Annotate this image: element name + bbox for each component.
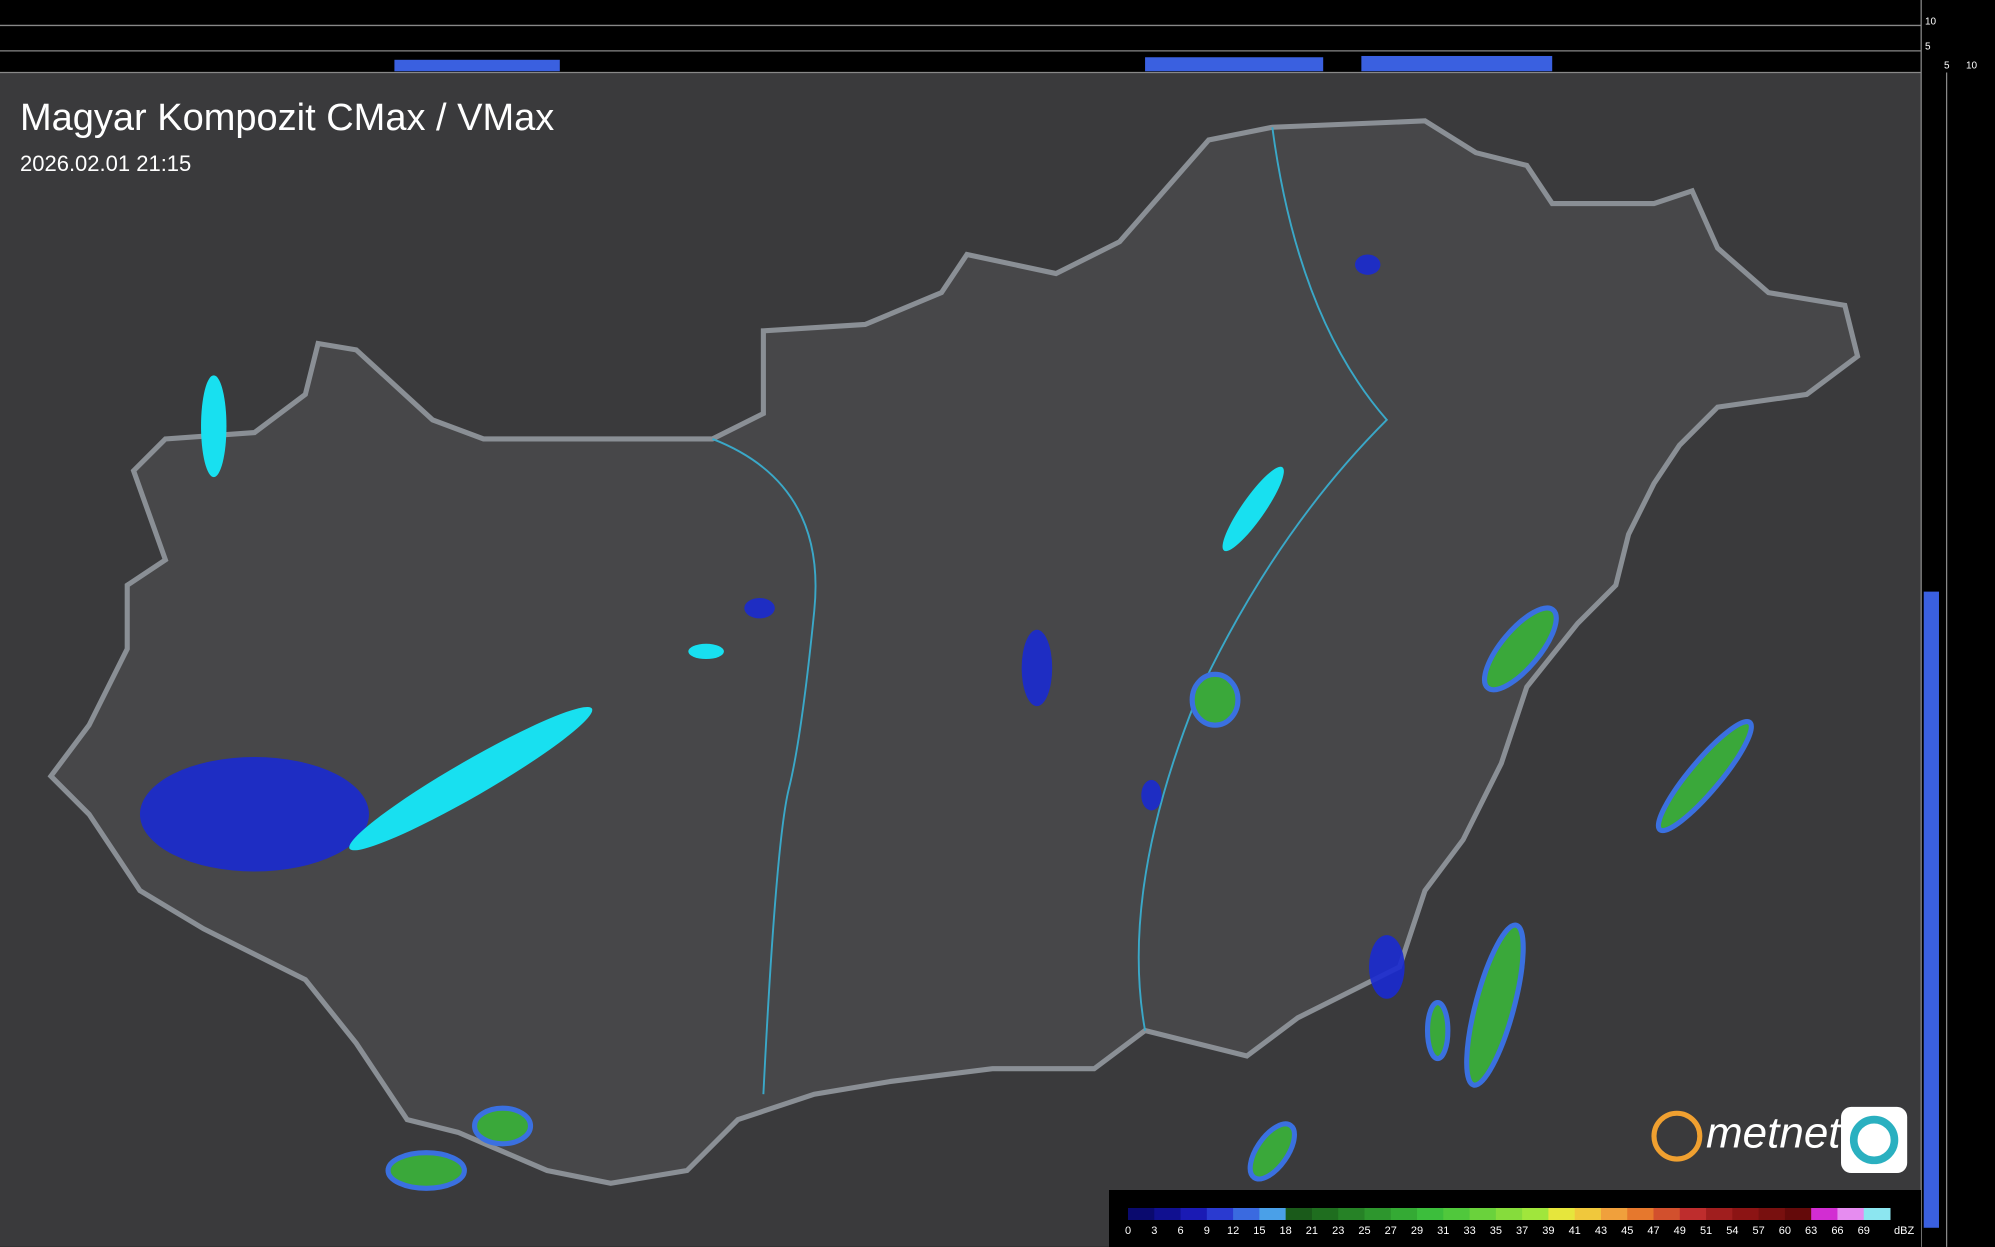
- legend-label: 31: [1437, 1225, 1449, 1237]
- legend-label: 57: [1752, 1225, 1764, 1237]
- precip-moderate: [385, 605, 1754, 1191]
- legend-label: 54: [1726, 1225, 1738, 1237]
- legend-swatch: [1653, 1208, 1681, 1220]
- legend-swatch: [1732, 1208, 1760, 1220]
- country-outline: [47, 118, 1861, 1186]
- legend-label: 21: [1306, 1225, 1318, 1237]
- legend-label: 37: [1516, 1225, 1528, 1237]
- legend-label: 6: [1177, 1225, 1183, 1237]
- legend-swatch: [1259, 1208, 1287, 1220]
- legend-label: 47: [1647, 1225, 1659, 1237]
- axis-label: 5: [1944, 61, 1950, 72]
- axis-label: 10: [1925, 17, 1937, 28]
- legend-label: 63: [1805, 1225, 1817, 1237]
- legend-swatch: [1417, 1208, 1444, 1220]
- legend-swatch: [1837, 1208, 1865, 1220]
- lakes: [201, 375, 1284, 851]
- legend: 0 3 6 9 12 15 18 21 23 25 27 29 31 33 35 37 39 41 43 45 47 49…: [1125, 1208, 1914, 1237]
- legend-swatch: [1443, 1208, 1471, 1220]
- logo: [1651, 1106, 1908, 1174]
- rivers: [712, 127, 1389, 1095]
- legend-swatch: [1338, 1208, 1365, 1220]
- legend-swatch: [1495, 1208, 1523, 1220]
- legend-label: 15: [1253, 1225, 1265, 1237]
- legend-label: 25: [1358, 1225, 1370, 1237]
- legend-label: 39: [1542, 1225, 1554, 1237]
- legend-swatch: [1311, 1208, 1339, 1220]
- legend-swatch: [1548, 1208, 1576, 1220]
- legend-swatch: [1285, 1208, 1313, 1220]
- legend-label: 9: [1204, 1225, 1210, 1237]
- legend-label: 60: [1779, 1225, 1791, 1237]
- timestamp: 2026.02.01 21:15: [20, 151, 191, 176]
- legend-swatch: [1522, 1208, 1549, 1220]
- legend-swatch: [1180, 1208, 1208, 1220]
- legend-label: 41: [1569, 1225, 1581, 1237]
- legend-swatch: [1390, 1208, 1418, 1220]
- legend-swatch: [1128, 1208, 1155, 1220]
- legend-label: 49: [1674, 1225, 1686, 1237]
- legend-swatch: [1627, 1208, 1655, 1220]
- map: [0, 0, 1948, 1247]
- legend-label: 66: [1831, 1225, 1843, 1237]
- legend-label: 0: [1125, 1225, 1131, 1237]
- profile-echo: [394, 55, 1939, 1228]
- legend-label: 18: [1280, 1225, 1292, 1237]
- legend-label: 3: [1151, 1225, 1157, 1237]
- legend-swatch: [1469, 1208, 1497, 1220]
- legend-swatch: [1600, 1208, 1628, 1220]
- legend-swatch: [1784, 1208, 1812, 1220]
- map-title: Magyar Kompozit CMax / VMax: [20, 97, 554, 139]
- legend-unit: dBZ: [1894, 1225, 1914, 1237]
- legend-swatch: [1233, 1208, 1260, 1220]
- legend-swatch: [1679, 1208, 1707, 1220]
- legend-swatch: [1811, 1208, 1838, 1220]
- precip-weak: [139, 254, 1405, 999]
- legend-label: 23: [1332, 1225, 1344, 1237]
- legend-swatch: [1758, 1208, 1786, 1220]
- logo-text: metnet: [1706, 1109, 1842, 1158]
- legend-swatch: [1364, 1208, 1392, 1220]
- legend-swatch: [1863, 1208, 1891, 1220]
- axis-label: 5: [1925, 42, 1931, 53]
- legend-label: 35: [1490, 1225, 1502, 1237]
- legend-label: 27: [1385, 1225, 1397, 1237]
- legend-label: 43: [1595, 1225, 1607, 1237]
- legend-label: 29: [1411, 1225, 1423, 1237]
- legend-label: 33: [1463, 1225, 1475, 1237]
- legend-swatch: [1574, 1208, 1602, 1220]
- axis-label: 10: [1966, 61, 1978, 72]
- legend-swatch: [1206, 1208, 1234, 1220]
- legend-label: 51: [1700, 1225, 1712, 1237]
- legend-label: 69: [1858, 1225, 1870, 1237]
- legend-swatch: [1154, 1208, 1182, 1220]
- legend-swatch: [1706, 1208, 1733, 1220]
- legend-label: 12: [1227, 1225, 1239, 1237]
- legend-label: 45: [1621, 1225, 1633, 1237]
